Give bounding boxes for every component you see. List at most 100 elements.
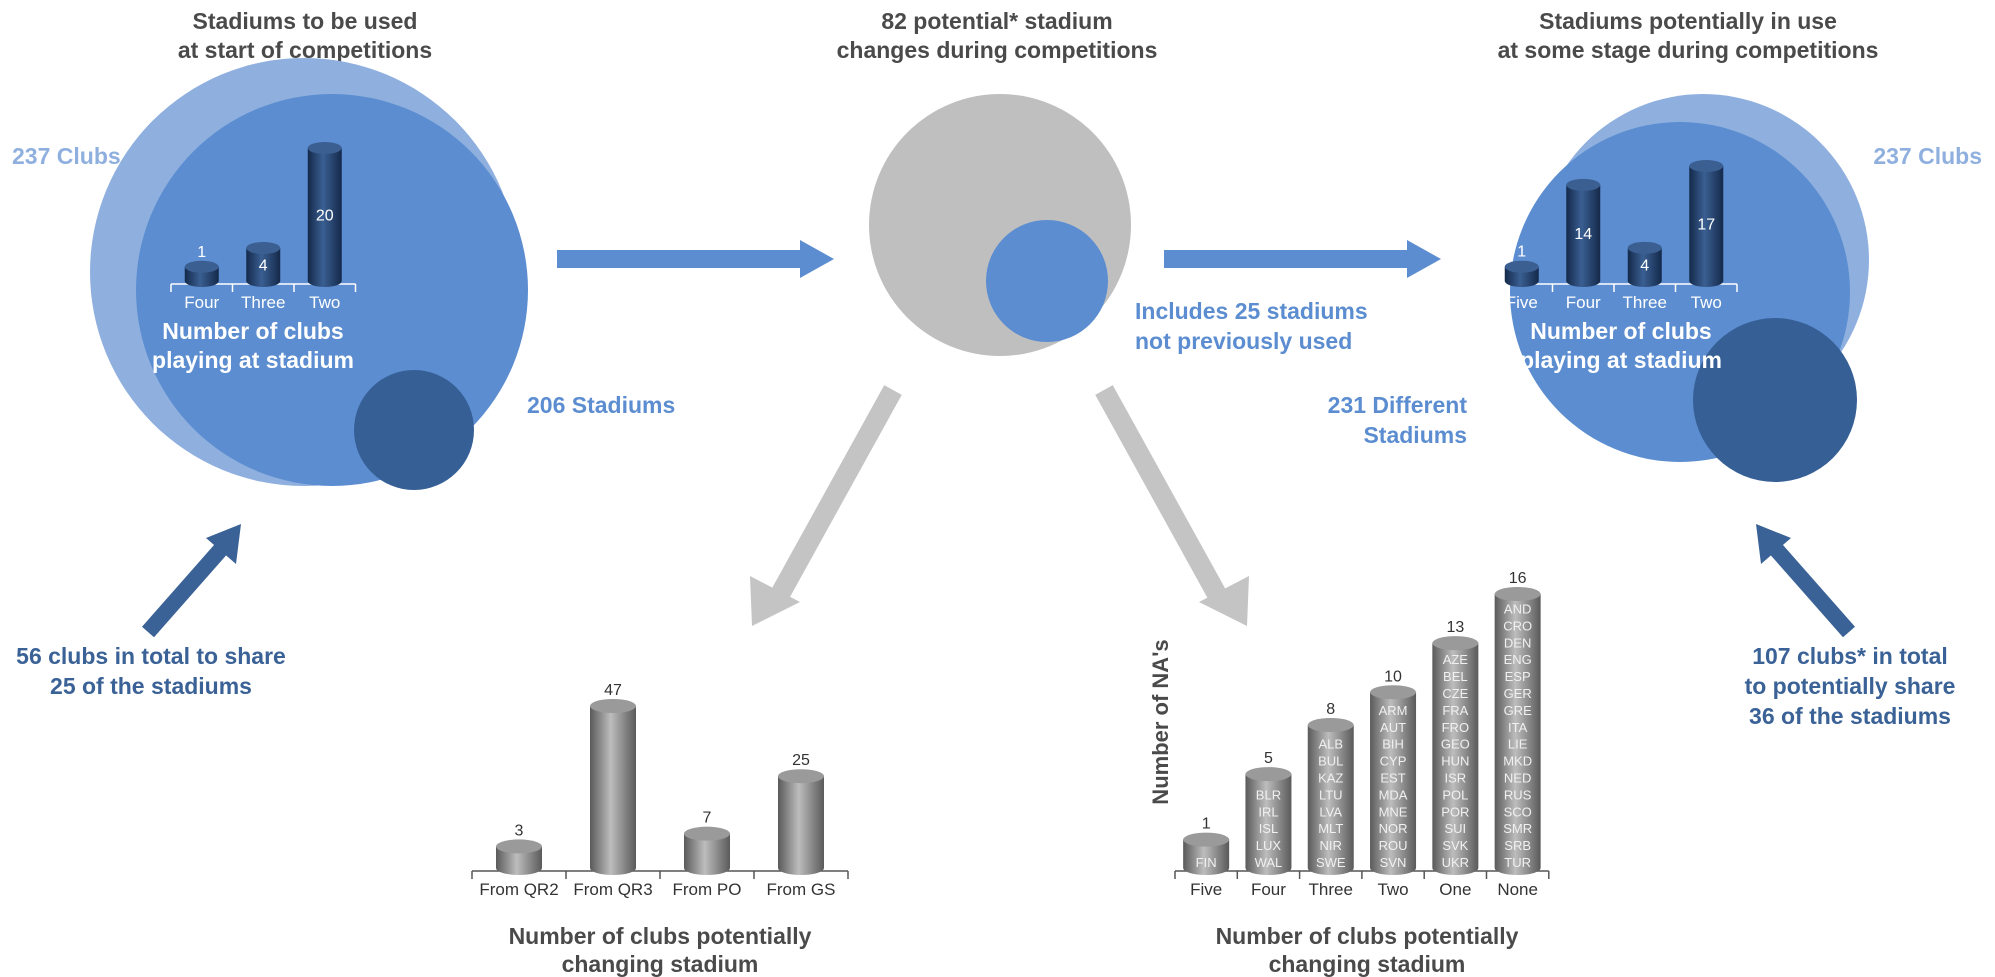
x-tick-label: Four xyxy=(184,293,219,312)
bar xyxy=(1370,692,1417,876)
bar-country-code: MKD xyxy=(1503,754,1532,769)
right-header-line1: Stadiums potentially in use xyxy=(1539,8,1837,34)
left-note-arrow-shaft xyxy=(141,542,229,638)
bar xyxy=(1245,774,1292,876)
bar-country-code: NIR xyxy=(1320,838,1342,853)
data-label: 17 xyxy=(1697,217,1715,234)
left-header-line1: Stadiums to be used xyxy=(193,8,418,34)
bar-cap xyxy=(778,769,824,784)
bar-country-code: GRE xyxy=(1504,703,1533,718)
right-inner-bar-chart: Five 1 Four 14 Three 4 Two 17 xyxy=(1490,160,1738,312)
bar-country-code: FRO xyxy=(1442,720,1469,735)
bar-country-code: SCO xyxy=(1504,804,1532,819)
bar-country-code: POR xyxy=(1441,804,1469,819)
right-clubs-label: 237 Clubs xyxy=(1873,143,1982,169)
bar-country-code: ISR xyxy=(1445,771,1467,786)
data-label: 4 xyxy=(1640,257,1649,274)
x-tick-label: Three xyxy=(1623,293,1667,312)
grey-arrow-left-head xyxy=(750,576,800,626)
left-note-line2: 25 of the stadiums xyxy=(50,673,252,699)
data-label: 4 xyxy=(259,258,268,275)
data-label: 16 xyxy=(1509,570,1527,587)
data-label: 5 xyxy=(1264,750,1273,767)
x-tick-label: Two xyxy=(1691,293,1722,312)
center-header-line1: 82 potential* stadium xyxy=(881,8,1112,34)
right-note-line2: to potentially share xyxy=(1745,673,1956,699)
bar-cap xyxy=(1183,832,1230,847)
bar-country-code: ENG xyxy=(1504,652,1532,667)
arrow-left-to-center-head xyxy=(800,240,834,278)
data-label: 14 xyxy=(1574,226,1592,243)
data-label: 3 xyxy=(515,822,524,839)
right-inner-title-line2: playing at stadium xyxy=(1520,347,1722,373)
bar-country-code: TUR xyxy=(1504,855,1531,870)
bar xyxy=(1689,166,1724,287)
bar xyxy=(1183,839,1230,876)
bottom-left-caption-line2: changing stadium xyxy=(562,951,759,977)
bar-country-code: EST xyxy=(1380,771,1405,786)
grey-arrow-right-shaft xyxy=(1095,385,1228,603)
bar-cap xyxy=(1627,241,1662,254)
bar-cap xyxy=(1307,718,1354,732)
x-tick-label: From QR2 xyxy=(479,880,558,899)
bottom-right-y-axis-label: Number of NA's xyxy=(1148,639,1173,804)
left-note-line1: 56 clubs in total to share xyxy=(16,643,286,669)
right-stadiums-line1: 231 Different xyxy=(1328,392,1468,418)
x-tick-label: Four xyxy=(1566,293,1601,312)
x-tick-label: From GS xyxy=(767,880,836,899)
bar-country-code: CYP xyxy=(1380,754,1407,769)
left-inner-title-line2: playing at stadium xyxy=(152,347,354,373)
bar-country-code: GER xyxy=(1504,686,1532,701)
bar-cap xyxy=(590,699,636,713)
bar-cap xyxy=(1504,260,1539,273)
bar-country-code: ISL xyxy=(1259,821,1279,836)
data-label: 1 xyxy=(1517,244,1526,261)
data-label: 47 xyxy=(604,682,622,699)
left-stadiums-label: 206 Stadiums xyxy=(527,392,675,418)
bar-country-code: MLT xyxy=(1318,821,1343,836)
arrow-left-to-center-shaft xyxy=(557,250,802,268)
bar-country-code: NED xyxy=(1504,771,1531,786)
bottom-left-caption-line1: Number of clubs potentially xyxy=(509,923,812,949)
bar-country-code: DEN xyxy=(1504,635,1531,650)
bar-country-code: SRB xyxy=(1504,838,1531,853)
data-label: 8 xyxy=(1326,701,1335,718)
left-inner-bar-chart: Four 1 Three 4 Two 20 xyxy=(170,142,357,312)
right-header-line2: at some stage during competitions xyxy=(1498,37,1879,63)
bar-country-code: ALB xyxy=(1318,737,1343,752)
bar xyxy=(1432,643,1479,875)
x-tick-label: Two xyxy=(309,293,340,312)
bar-cap xyxy=(184,260,219,273)
bar-cap xyxy=(1689,160,1724,172)
left-shared-circle xyxy=(354,370,474,490)
bar-country-code: MDA xyxy=(1379,787,1408,802)
bar-country-code: BEL xyxy=(1443,669,1468,684)
x-tick-label: None xyxy=(1497,880,1538,899)
bar-cap xyxy=(1432,636,1479,651)
center-new-line1: Includes 25 stadiums xyxy=(1135,298,1368,324)
bar-country-code: RUS xyxy=(1504,787,1532,802)
bar-country-code: ITA xyxy=(1508,720,1528,735)
x-tick-label: Four xyxy=(1251,880,1286,899)
bar-cap xyxy=(307,142,342,154)
bottom-right-bar-chart: Five 1 FIN Four 5 BLR IRL ISL LUX WAL Three 8 ALB BUL… xyxy=(1174,570,1550,899)
bar xyxy=(590,706,636,875)
bar-country-code: AND xyxy=(1504,602,1531,617)
x-tick-label: Five xyxy=(1190,880,1222,899)
bar xyxy=(307,148,342,287)
bar-country-code: POL xyxy=(1442,787,1468,802)
bar-country-code: KAZ xyxy=(1318,771,1343,786)
bar-country-code: SVN xyxy=(1380,855,1407,870)
bar-cap xyxy=(1494,587,1541,601)
bar-country-code: LIE xyxy=(1508,737,1528,752)
bar-country-code: SMR xyxy=(1503,821,1532,836)
bar-country-code: UKR xyxy=(1442,855,1469,870)
grey-arrow-right-head xyxy=(1199,576,1249,626)
bottom-left-bar-chart: From QR2 3 From QR3 47 From PO 7 From GS 25 xyxy=(471,682,849,899)
center-new-stadiums-circle xyxy=(986,220,1108,342)
x-tick-label: One xyxy=(1439,880,1471,899)
bar-country-code: ESP xyxy=(1505,669,1531,684)
bar-country-code: LVA xyxy=(1319,804,1342,819)
bar xyxy=(1494,594,1541,876)
bar-cap xyxy=(1245,767,1292,782)
